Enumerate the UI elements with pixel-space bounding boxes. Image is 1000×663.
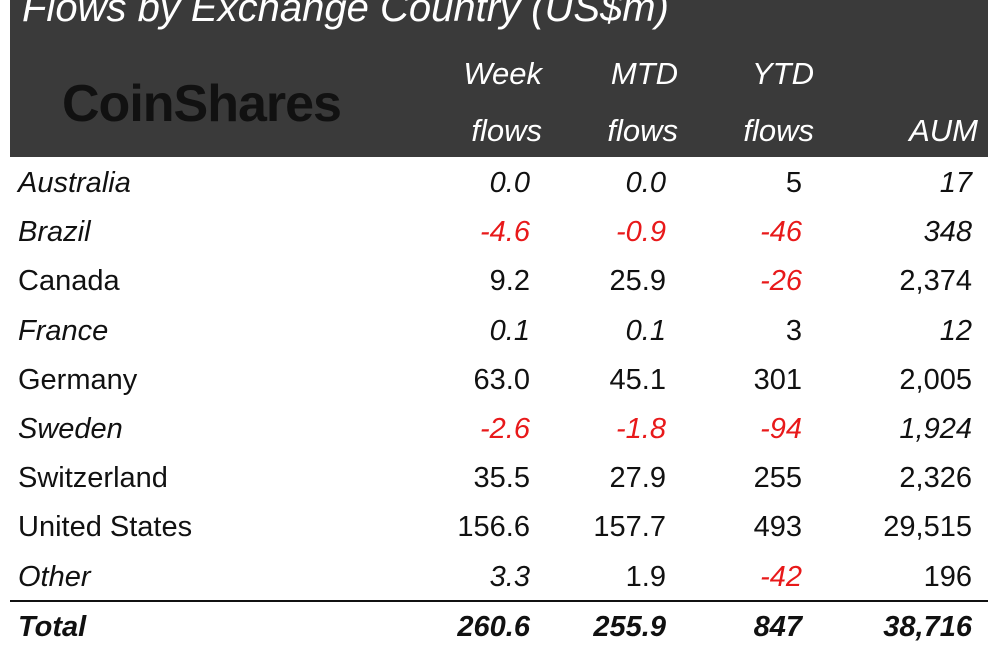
table-row: United States 156.6 157.7 493 29,515 — [10, 502, 988, 552]
country-cell: Australia — [18, 167, 131, 199]
aum-cell: 348 — [923, 216, 972, 249]
header-ytd-line2: flows — [743, 113, 814, 148]
aum-cell: 17 — [939, 167, 972, 199]
week-flows-cell: 9.2 — [489, 265, 530, 298]
week-flows-cell: 260.6 — [457, 611, 530, 643]
header-mtd-line1: MTD — [610, 56, 678, 91]
ytd-flows-cell: -46 — [760, 216, 802, 249]
coinshares-logo: CoinShares — [62, 75, 342, 133]
mtd-flows-cell: 1.9 — [625, 560, 666, 593]
header-week-line2: flows — [471, 113, 542, 148]
country-cell: Other — [18, 560, 91, 593]
ytd-flows-cell: -26 — [760, 265, 802, 298]
country-cell: France — [18, 314, 109, 347]
table-row: Other 3.3 1.9 -42 196 — [10, 552, 988, 602]
mtd-flows-cell: 45.1 — [609, 363, 666, 396]
aum-cell: 12 — [939, 314, 972, 347]
ytd-flows-cell: 493 — [753, 511, 802, 544]
ytd-flows-cell: -42 — [760, 560, 802, 593]
aum-cell: 2,005 — [899, 363, 972, 396]
aum-cell: 196 — [923, 560, 972, 593]
country-cell: Brazil — [18, 216, 91, 249]
table-row: Germany 63.0 45.1 301 2,005 — [10, 355, 988, 405]
week-flows-cell: 156.6 — [457, 511, 530, 544]
country-cell: Germany — [18, 363, 138, 396]
week-flows-cell: 35.5 — [473, 462, 530, 495]
week-flows-cell: 0.1 — [489, 314, 530, 347]
total-row: Total 260.6 255.9 847 38,716 — [10, 602, 988, 652]
table-title: Flows by Exchange Country (US$m) — [22, 0, 669, 30]
aum-cell: 29,515 — [883, 511, 972, 544]
table-row: France 0.1 0.1 3 12 — [10, 306, 988, 356]
mtd-flows-cell: 255.9 — [593, 611, 666, 643]
country-cell: Switzerland — [18, 462, 168, 495]
total-divider — [10, 600, 988, 602]
mtd-flows-cell: 0.0 — [625, 167, 666, 199]
aum-cell: 2,374 — [899, 265, 972, 298]
country-cell: Sweden — [18, 413, 123, 445]
country-cell: Canada — [18, 265, 120, 298]
mtd-flows-cell: 27.9 — [609, 462, 666, 495]
ytd-flows-cell: -94 — [760, 413, 802, 445]
mtd-flows-cell: 157.7 — [593, 511, 666, 544]
aum-cell: 1,924 — [899, 413, 972, 445]
mtd-flows-cell: -0.9 — [616, 216, 666, 249]
ytd-flows-cell: 301 — [753, 363, 802, 396]
table-row: Switzerland 35.5 27.9 255 2,326 — [10, 453, 988, 503]
aum-cell: 38,716 — [883, 611, 972, 643]
header-week-line1: Week — [463, 56, 542, 91]
table-row: Brazil -4.6 -0.9 -46 348 — [10, 207, 988, 257]
ytd-flows-cell: 3 — [785, 314, 802, 347]
table-row: Australia 0.0 0.0 5 17 — [10, 158, 988, 208]
header-mtd-line2: flows — [607, 113, 678, 148]
mtd-flows-cell: 25.9 — [609, 265, 666, 298]
ytd-flows-cell: 255 — [753, 462, 802, 495]
ytd-flows-cell: 847 — [753, 611, 802, 643]
header-aum: AUM — [909, 113, 978, 148]
week-flows-cell: 63.0 — [473, 363, 530, 396]
table-header: Flows by Exchange Country (US$m) CoinSha… — [10, 0, 988, 157]
ytd-flows-cell: 5 — [785, 167, 802, 199]
mtd-flows-cell: 0.1 — [625, 314, 666, 347]
week-flows-cell: 3.3 — [489, 560, 530, 593]
mtd-flows-cell: -1.8 — [616, 413, 666, 445]
table-row: Canada 9.2 25.9 -26 2,374 — [10, 256, 988, 306]
table-row: Sweden -2.6 -1.8 -94 1,924 — [10, 404, 988, 454]
aum-cell: 2,326 — [899, 462, 972, 495]
week-flows-cell: -4.6 — [480, 216, 530, 249]
week-flows-cell: 0.0 — [489, 167, 530, 199]
week-flows-cell: -2.6 — [480, 413, 530, 445]
header-ytd-line1: YTD — [752, 56, 814, 91]
country-cell: Total — [18, 611, 87, 643]
country-cell: United States — [18, 511, 193, 544]
